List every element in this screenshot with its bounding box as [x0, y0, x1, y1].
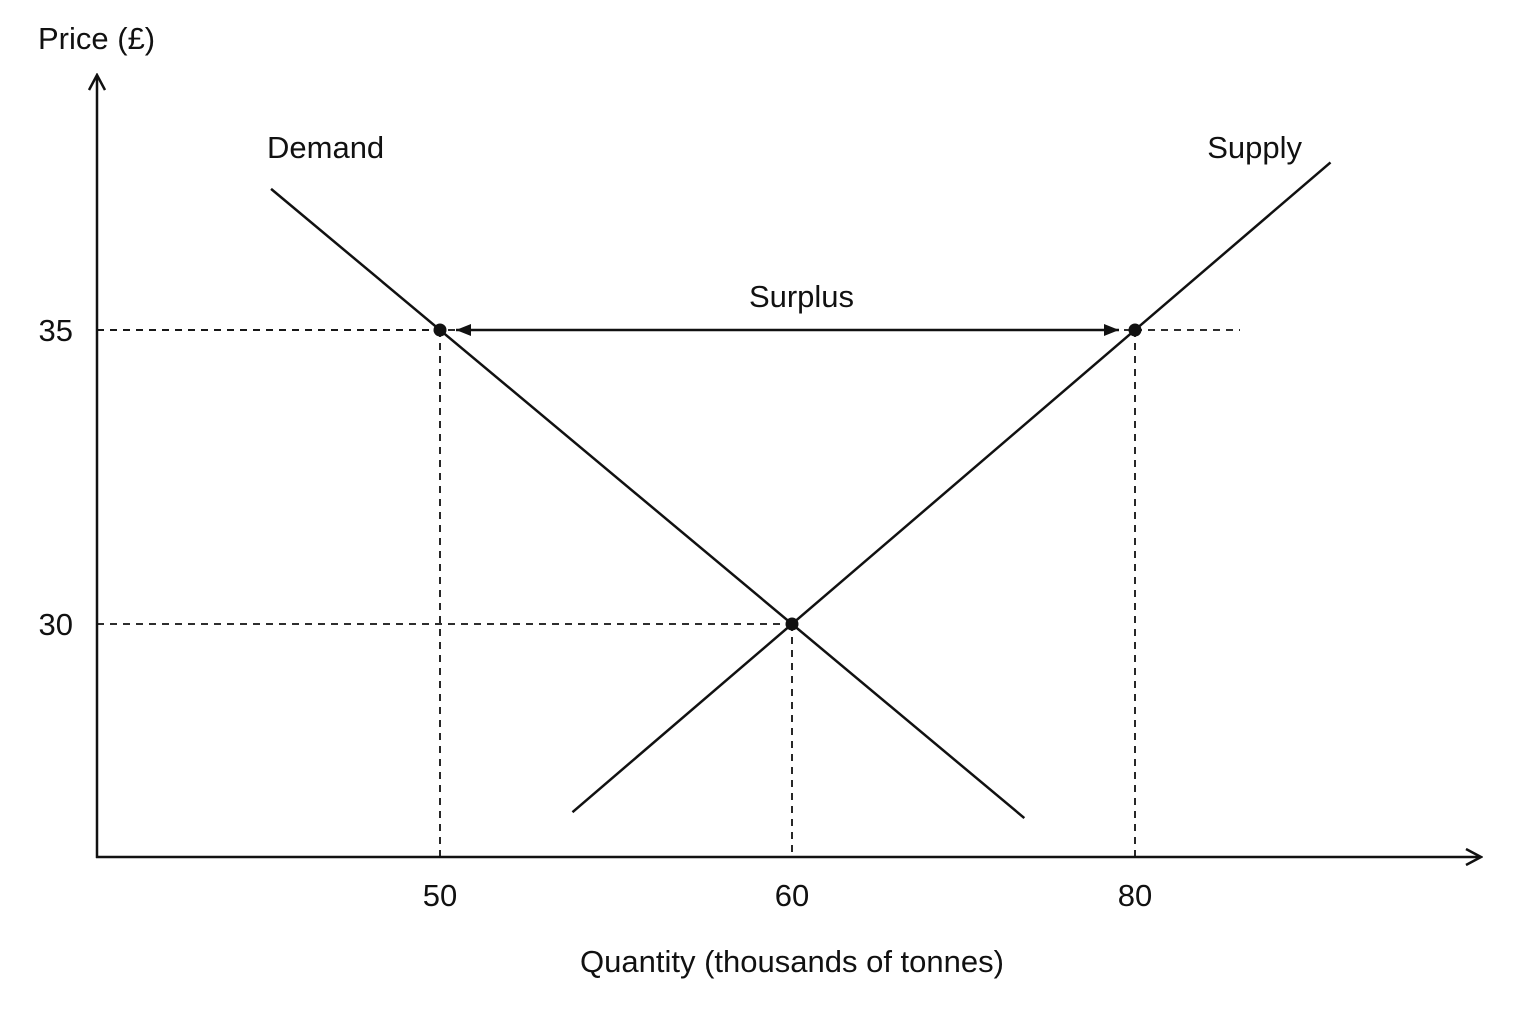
supply-curve: [571, 161, 1332, 814]
curves: [270, 161, 1332, 819]
point-80-35: [1128, 323, 1142, 337]
x-tick-label-50: 50: [423, 878, 457, 913]
y-axis-label: Price (£): [38, 21, 155, 56]
labels: Price (£) Quantity (thousands of tonnes)…: [38, 21, 1302, 979]
point-50-35: [433, 323, 447, 337]
x-tick-label-80: 80: [1118, 878, 1152, 913]
y-tick-label-30: 30: [39, 607, 73, 642]
demand-curve-label: Demand: [267, 130, 384, 165]
demand-curve: [270, 187, 1026, 819]
guide-lines: [97, 329, 1240, 857]
axes: [96, 75, 1481, 858]
surplus-label: Surplus: [749, 279, 854, 314]
point-60-30: [785, 617, 799, 631]
supply-curve-label: Supply: [1207, 130, 1302, 165]
y-tick-label-35: 35: [39, 313, 73, 348]
x-axis-label: Quantity (thousands of tonnes): [580, 944, 1004, 979]
marks: [433, 323, 1142, 631]
x-tick-label-60: 60: [775, 878, 809, 913]
